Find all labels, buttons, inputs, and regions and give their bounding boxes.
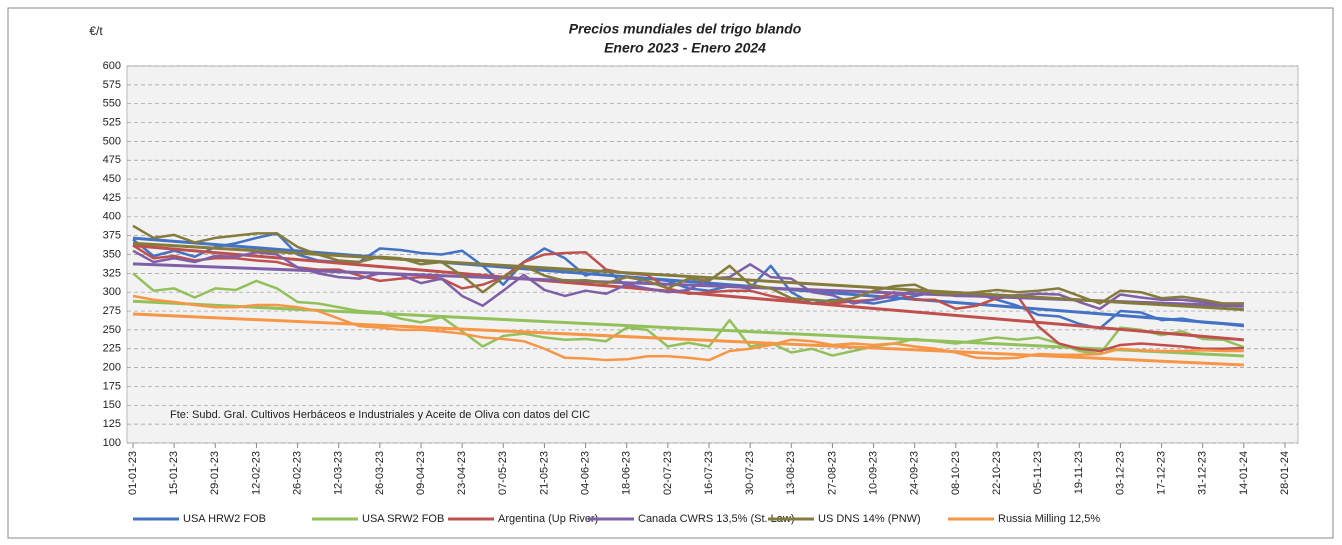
x-tick-label: 12-03-23 [333,451,345,495]
y-axis-label: €/t [89,24,103,38]
x-tick-label: 05-11-23 [1032,451,1044,494]
x-tick-label: 02-07-23 [662,451,674,495]
x-tick-label: 13-08-23 [785,451,797,495]
x-tick-label: 09-04-23 [415,451,427,495]
series-line [132,294,1244,362]
x-tick-label: 28-01-24 [1279,451,1291,495]
legend-label: Russia Milling 12,5% [998,513,1100,525]
legend-label: Canada CWRS 13,5% (St. Law) [638,513,795,525]
legend-label: Argentina (Up River) [498,513,598,525]
y-tick-label: 600 [103,60,121,72]
x-tick-label: 14-01-24 [1238,451,1250,495]
chart-title: Precios mundiales del trigo blando [569,21,802,37]
x-tick-label: 21-05-23 [538,451,550,495]
legend-label: USA SRW2 FOB [362,513,444,525]
x-tick-label: 12-02-23 [250,451,262,495]
x-tick-label: 04-06-23 [579,451,591,495]
y-tick-label: 200 [103,362,121,374]
y-tick-label: 375 [103,230,121,242]
chart-subtitle: Enero 2023 - Enero 2024 [604,40,766,56]
x-tick-label: 17-12-23 [1155,451,1167,495]
x-tick-label: 26-02-23 [291,451,303,495]
y-tick-label: 550 [103,98,121,110]
y-tick-label: 475 [103,154,121,166]
x-tick-label: 16-07-23 [703,451,715,495]
y-tick-label: 275 [103,305,121,317]
x-tick-label: 23-04-23 [456,451,468,495]
series-line [132,224,1244,305]
y-tick-label: 575 [103,79,121,91]
x-tick-label: 10-09-23 [867,451,879,495]
x-tick-label: 08-10-23 [950,451,962,495]
x-tick-label: 15-01-23 [168,451,180,495]
legend-label: USA HRW2 FOB [183,513,266,525]
y-tick-label: 425 [103,192,121,204]
x-tick-label: 27-08-23 [826,451,838,495]
x-tick-label: 31-12-23 [1197,451,1209,495]
annotation: Fte: Subd. Gral. Cultivos Herbáceos e In… [170,409,590,421]
y-tick-label: 125 [103,418,121,430]
y-tick-label: 175 [103,380,121,392]
trend-line [132,312,1244,367]
y-tick-label: 250 [103,324,121,336]
y-tick-label: 350 [103,248,121,260]
y-tick-label: 225 [103,343,121,355]
x-tick-label: 26-03-23 [374,451,386,495]
y-tick-label: 525 [103,116,121,128]
legend-label: US DNS 14% (PNW) [818,513,921,525]
y-tick-label: 100 [103,437,121,449]
y-tick-label: 300 [103,286,121,298]
trend-line [132,236,1244,327]
series-line [132,249,1244,311]
x-tick-label: 18-06-23 [621,451,633,495]
x-tick-label: 07-05-23 [497,451,509,495]
x-tick-label: 24-09-23 [909,451,921,495]
y-tick-label: 500 [103,135,121,147]
x-tick-label: 03-12-23 [1114,451,1126,495]
y-tick-label: 325 [103,267,121,279]
x-tick-label: 29-01-23 [209,451,221,495]
y-tick-label: 150 [103,399,121,411]
y-tick-label: 450 [103,173,121,185]
y-tick-label: 400 [103,211,121,223]
x-tick-label: 01-01-23 [127,451,139,495]
x-tick-label: 19-11-23 [1073,451,1085,494]
x-tick-label: 22-10-23 [991,451,1003,495]
x-tick-label: 30-07-23 [744,451,756,495]
